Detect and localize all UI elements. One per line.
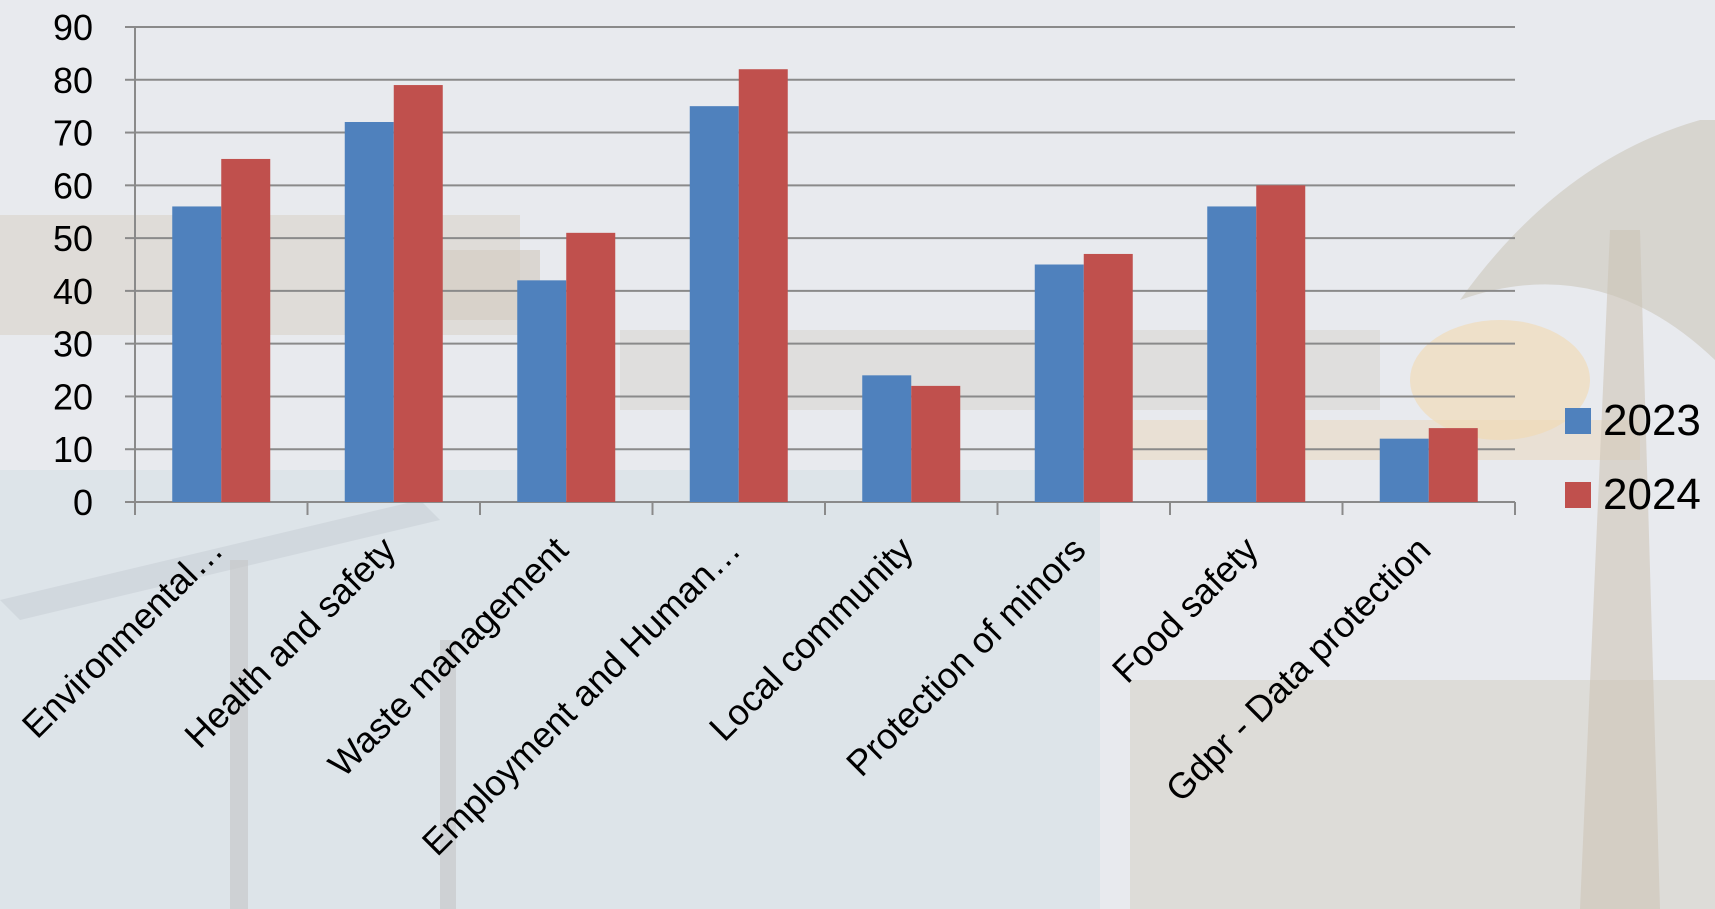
y-axis-tick-labels: 0 10 20 30 40 50 60 70 80 90 bbox=[53, 7, 93, 523]
bar-2023-5 bbox=[862, 375, 912, 502]
y-tick-label: 10 bbox=[53, 429, 93, 470]
gridlines bbox=[135, 26, 1515, 451]
y-tick-label: 70 bbox=[53, 113, 93, 154]
bar-2024-5 bbox=[911, 385, 961, 502]
axes bbox=[125, 26, 1516, 515]
legend-swatch-2024 bbox=[1565, 482, 1591, 508]
bar-2024-1 bbox=[221, 158, 271, 502]
y-tick-label: 50 bbox=[53, 218, 93, 259]
y-tick-label: 90 bbox=[53, 7, 93, 48]
y-tick-label: 0 bbox=[73, 482, 93, 523]
y-tick-label: 80 bbox=[53, 60, 93, 101]
bar-2024-8 bbox=[1428, 428, 1478, 502]
y-tick-label: 20 bbox=[53, 376, 93, 417]
legend-label-2023: 2023 bbox=[1603, 396, 1701, 445]
bar-2024-2 bbox=[393, 85, 443, 503]
bar-2023-3 bbox=[517, 280, 567, 502]
bars bbox=[172, 69, 1478, 503]
bar-2023-7 bbox=[1207, 206, 1257, 502]
bar-2023-6 bbox=[1034, 264, 1084, 502]
legend: 2023 2024 bbox=[1565, 396, 1701, 519]
bar-2024-7 bbox=[1256, 185, 1306, 503]
bar-2023-8 bbox=[1379, 438, 1429, 502]
bar-2023-4 bbox=[689, 106, 739, 503]
bar-2024-3 bbox=[566, 232, 616, 503]
bar-2024-4 bbox=[738, 69, 788, 502]
bar-2023-1 bbox=[172, 206, 222, 502]
y-tick-label: 30 bbox=[53, 324, 93, 365]
x-category-label: Employment and Human… bbox=[414, 529, 749, 864]
legend-label-2024: 2024 bbox=[1603, 470, 1701, 519]
y-tick-label: 40 bbox=[53, 271, 93, 312]
y-tick-label: 60 bbox=[53, 165, 93, 206]
legend-swatch-2023 bbox=[1565, 408, 1591, 434]
bar-2023-2 bbox=[344, 122, 394, 502]
bar-2024-6 bbox=[1083, 253, 1133, 502]
x-category-label: Food safety bbox=[1104, 529, 1266, 691]
